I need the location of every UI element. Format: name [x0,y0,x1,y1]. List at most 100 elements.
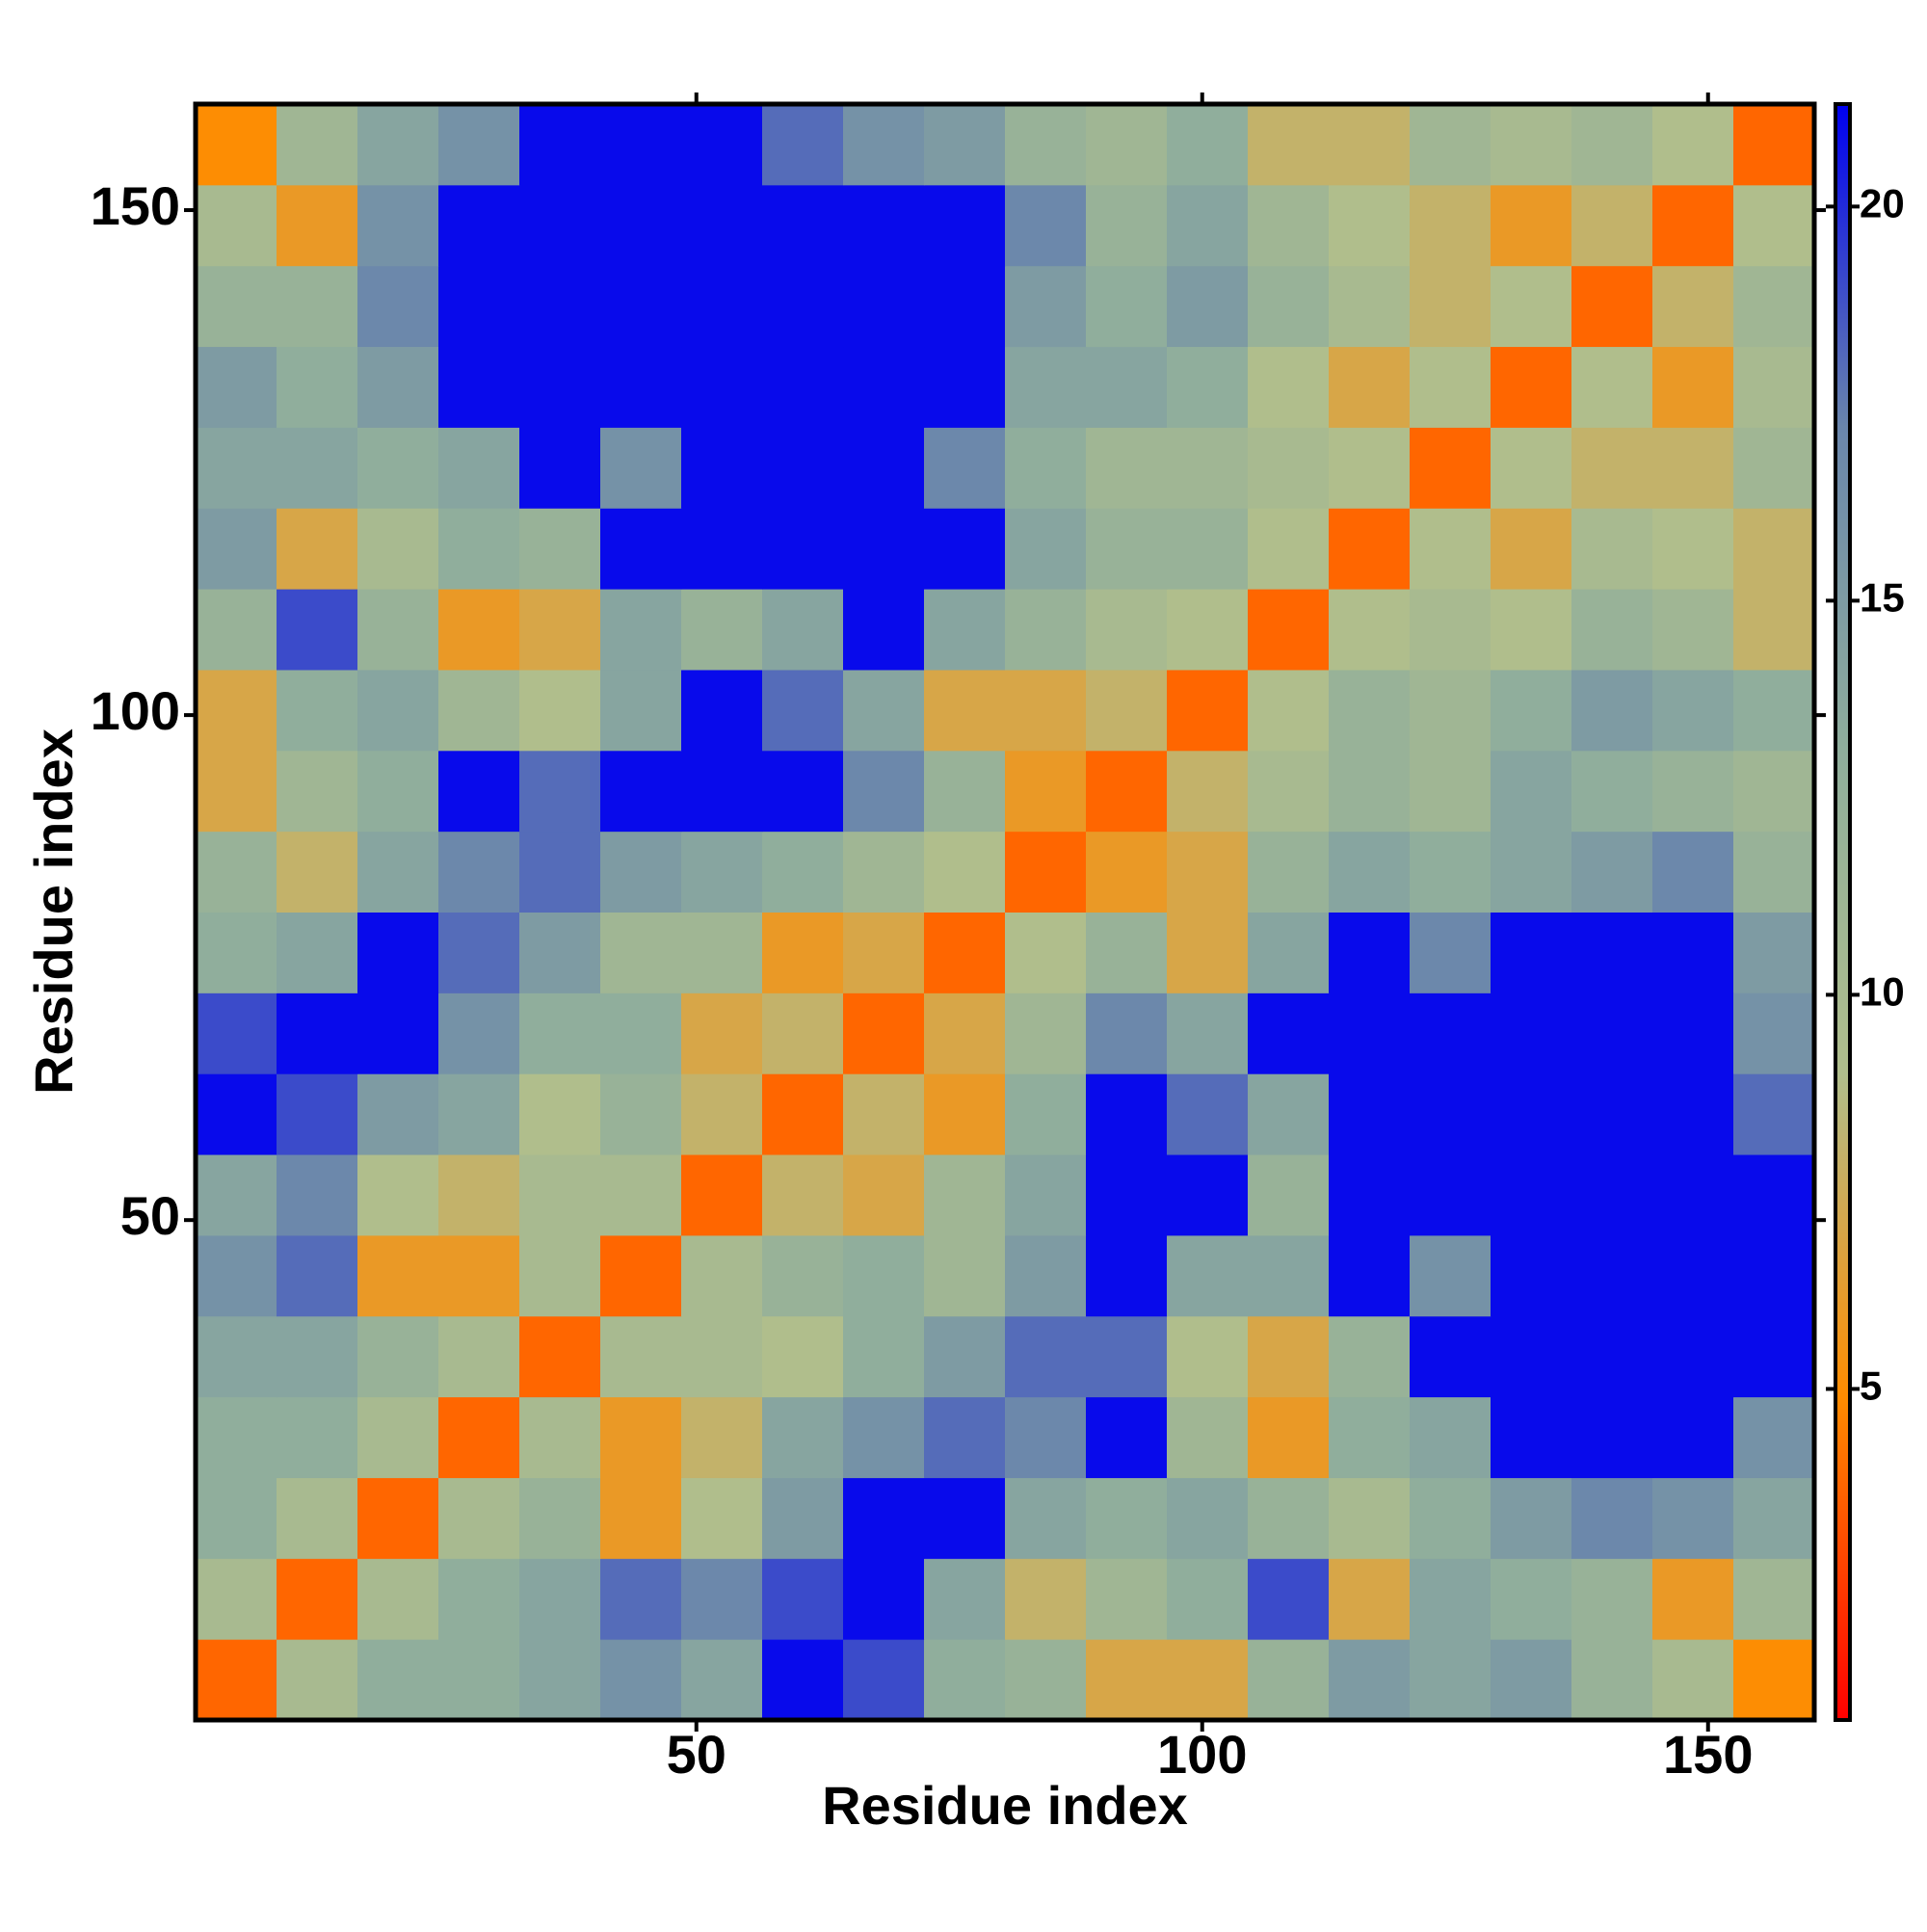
heatmap-cell [924,750,1006,833]
heatmap-cell [600,427,682,509]
heatmap-cell [843,669,925,752]
heatmap-cell [762,912,844,993]
heatmap-cell [357,184,439,267]
heatmap-cell [1329,427,1411,509]
heatmap-cell [1491,1154,1572,1236]
heatmap-cell [600,184,682,267]
heatmap-cell [357,427,439,509]
heatmap-cell [277,589,358,671]
heatmap-cell [1329,104,1411,186]
heatmap-cell [681,831,763,913]
heatmap-cell [600,669,682,752]
heatmap-cell [357,265,439,348]
heatmap-cell [843,912,925,993]
heatmap-cell [1086,427,1168,509]
heatmap-cell [277,427,358,509]
heatmap-cell [762,427,844,509]
heatmap-cell [1329,589,1411,671]
heatmap-cell [1491,346,1572,428]
heatmap-cell [357,1154,439,1236]
heatmap-cell [681,346,763,428]
heatmap-cell [600,1639,682,1721]
heatmap-cell [1167,1396,1249,1478]
heatmap-cell [196,1315,277,1398]
heatmap-cell [1086,1154,1168,1236]
heatmap-cell [1329,184,1411,267]
heatmap-cell [196,750,277,833]
heatmap-cell [1248,589,1330,671]
heatmap-cell [762,346,844,428]
heatmap-cell [1005,265,1087,348]
heatmap-cell [1733,346,1815,428]
heatmap-cell [277,1234,358,1317]
heatmap-cell [1491,184,1572,267]
heatmap-cell [519,750,601,833]
heatmap-cell [1410,831,1491,913]
heatmap-cell [762,184,844,267]
heatmap-cell [1005,912,1087,993]
heatmap-cell [357,992,439,1074]
heatmap-cell [357,1477,439,1559]
heatmap-cell [519,1558,601,1640]
heatmap-cell [1248,1396,1330,1478]
heatmap-cell [681,184,763,267]
heatmap-cell [438,427,520,509]
heatmap-cell [1329,265,1411,348]
heatmap-cell [1491,992,1572,1074]
heatmap-cell [843,1396,925,1478]
heatmap-cell [1491,669,1572,752]
heatmap-cell [357,750,439,833]
heatmap-cell [1086,992,1168,1074]
x-tick-label: 100 [1157,1724,1247,1785]
heatmap-cell [1005,1477,1087,1559]
heatmap-cell [1329,1073,1411,1155]
heatmap-cell [1571,184,1653,267]
heatmap-cell [519,1234,601,1317]
heatmap-cell [1329,346,1411,428]
heatmap-cell [1733,427,1815,509]
heatmap-cell [1248,508,1330,590]
heatmap-cell [1733,104,1815,186]
heatmap-cell [1167,1154,1249,1236]
x-tick-label: 150 [1663,1724,1753,1785]
heatmap-cell [1410,265,1491,348]
heatmap-cell [277,1558,358,1640]
heatmap-cell [924,1639,1006,1721]
heatmap-cell [438,1396,520,1478]
heatmap-cell [277,1154,358,1236]
x-axis-title: Residue index [822,1775,1188,1836]
x-tick-label: 50 [667,1724,726,1785]
heatmap-cell [600,912,682,993]
heatmap-cell [357,1558,439,1640]
heatmap-cell [600,1315,682,1398]
heatmap-cell [1410,104,1491,186]
heatmap-cell [1086,750,1168,833]
heatmap-cell [277,1315,358,1398]
heatmap-cell [357,1073,439,1155]
heatmap-cell [1086,1315,1168,1398]
heatmap-cell [357,508,439,590]
colorbar-tick-label: 5 [1860,1363,1882,1409]
heatmap-cell [1086,1234,1168,1317]
heatmap-cell [519,346,601,428]
heatmap-cell [762,104,844,186]
heatmap [196,104,1815,1721]
heatmap-cell [1491,1315,1572,1398]
heatmap-cell [196,1154,277,1236]
heatmap-cell [1733,1234,1815,1317]
heatmap-cell [438,1154,520,1236]
heatmap-cell [1652,1234,1734,1317]
heatmap-cell [1167,992,1249,1074]
plot-frame [193,101,1817,1723]
heatmap-cell [1086,1396,1168,1478]
heatmap-cell [1248,1234,1330,1317]
heatmap-cell [924,104,1006,186]
heatmap-cell [519,912,601,993]
heatmap-cell [600,1073,682,1155]
heatmap-cell [196,508,277,590]
heatmap-cell [438,1073,520,1155]
heatmap-cell [843,831,925,913]
heatmap-cell [196,992,277,1074]
heatmap-cell [1248,912,1330,993]
